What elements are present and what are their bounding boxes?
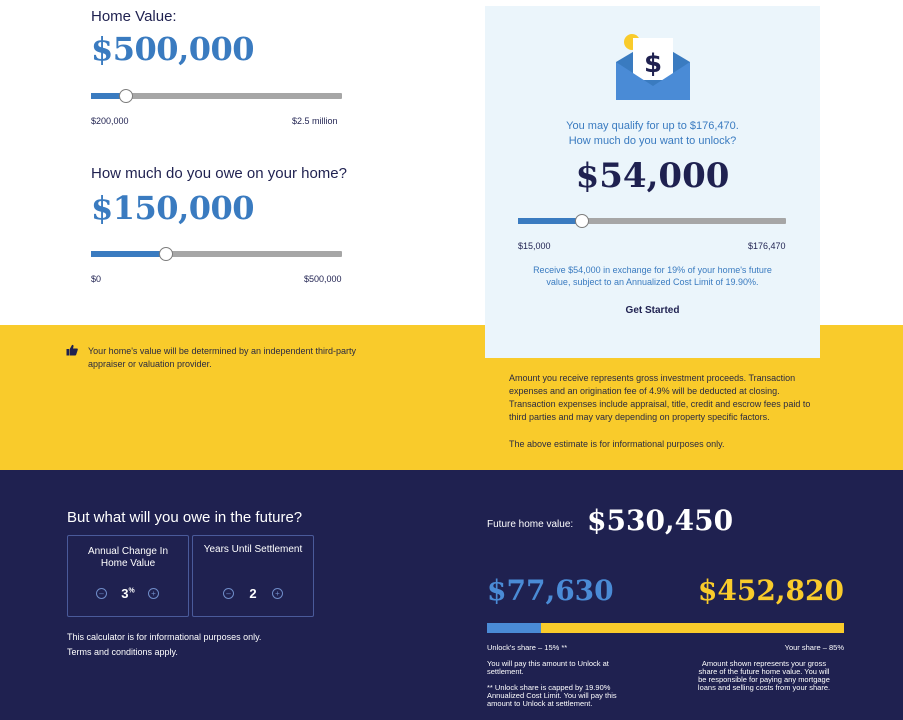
unlock-share-amount: $77,630 [487,574,614,607]
gross-line: Transaction expenses include appraisal, … [509,399,811,409]
terms-note: Terms and conditions apply. [67,647,178,657]
your-note-line: Amount shown represents your gross [701,659,827,668]
get-started-button[interactable]: Get Started [625,305,680,316]
exchange-note: Receive $54,000 in exchange for 19% of y… [485,264,820,288]
gross-line: Amount you receive represents gross inve… [509,373,796,383]
slider-thumb[interactable] [159,247,173,261]
qualify-text: You may qualify for up to $176,470. How … [485,119,820,149]
unlock-share-fill [487,623,541,633]
owe-min-label: $0 [91,274,102,284]
unlock-note: You will pay this amount to Unlock at se… [487,660,609,676]
cap-note-line: amount to Unlock at settlement. [487,699,593,708]
years-label: Years Until Settlement [203,544,303,555]
your-note-line: be responsible for paying any mortgage [698,675,830,684]
future-home-value-label: Future home value: [487,519,574,530]
unlock-amount: $54,000 [575,156,730,196]
share-bar [487,623,844,633]
home-value-max-label: $2.5 million [292,116,338,126]
calculator-note: This calculator is for informational pur… [67,632,262,642]
slider-fill [91,93,126,99]
unlock-card: $ You may qualify for up to $176,470. Ho… [485,6,820,358]
cap-note: ** Unlock share is capped by 19.90% Annu… [487,684,617,708]
your-share-amount: $452,820 [697,574,844,607]
appraisal-line: Your home's value will be determined by … [88,346,357,356]
unlock-share-label: Unlock's share – 15% ** [487,643,568,652]
annual-change-unit: % [128,587,135,595]
home-value-min-label: $200,000 [91,116,129,126]
qualify-line: You may qualify for up to $176,470. [566,120,739,132]
decrement-button[interactable]: – [96,588,107,599]
qualify-line: How much do you want to unlock? [568,135,737,147]
envelope-dollar-icon: $ [616,34,690,100]
years-box: Years Until Settlement – 2 + [192,535,314,617]
home-value-label: Home Value: [91,8,177,25]
annual-change-number: 3 [121,586,129,601]
future-section: But what will you owe in the future? Ann… [0,470,903,720]
owe-amount: $150,000 [91,189,255,227]
increment-button[interactable]: + [148,588,159,599]
years-stepper: – 2 + [193,586,313,602]
unlock-note-line: settlement. [487,667,524,676]
your-share-note: Amount shown represents your gross share… [684,660,844,692]
unlock-max-label: $176,470 [748,241,786,251]
decrement-button[interactable]: – [223,588,234,599]
slider-fill [91,251,166,257]
slider-thumb[interactable] [575,214,589,228]
years-value: 2 [249,586,257,601]
your-share-label: Your share – 85% [784,643,844,652]
annual-change-label-line: Home Value [100,558,156,569]
cap-note-line: Annualized Cost Limit. You will pay this [487,691,617,700]
annual-change-label-line: Annual Change In [87,546,169,557]
estimate-note: The above estimate is for informational … [509,439,725,449]
exchange-note-line: Receive $54,000 in exchange for 19% of y… [533,265,772,275]
gross-line: third parties and may vary depending on … [509,412,770,422]
your-note-line: share of the future home value. You will [698,667,830,676]
appraisal-line: appraiser or valuation provider. [88,359,212,369]
unlock-min-label: $15,000 [518,241,551,251]
svg-text:$: $ [644,49,662,79]
annual-change-stepper: – 3% + [68,586,188,602]
home-value-amount: $500,000 [91,30,255,68]
owe-slider[interactable] [91,247,342,261]
appraisal-disclaimer: Your home's value will be determined by … [88,345,356,371]
annual-change-label: Annual Change In Home Value [68,546,188,570]
gross-proceeds-disclaimer: Amount you receive represents gross inve… [509,372,859,451]
thumbs-up-icon [66,344,78,356]
exchange-note-line: value, subject to an Annualized Cost Lim… [546,277,759,287]
owe-max-label: $500,000 [304,274,342,284]
future-home-value: $530,450 [587,504,734,537]
unlock-amount-slider[interactable] [518,214,786,228]
increment-button[interactable]: + [272,588,283,599]
owe-label: How much do you owe on your home? [91,165,347,182]
gross-line: expenses and an origination fee of 4.9% … [509,386,780,396]
annual-change-box: Annual Change In Home Value – 3% + [67,535,189,617]
slider-fill [518,218,582,224]
slider-thumb[interactable] [119,89,133,103]
annual-change-value: 3% [68,586,188,601]
your-note-line: loans and selling costs from your share. [697,683,831,692]
unlock-note-line: You will pay this amount to Unlock at [487,659,609,668]
home-value-slider[interactable] [91,89,342,103]
future-title: But what will you owe in the future? [67,509,303,526]
cap-note-line: ** Unlock share is capped by 19.90% [487,683,611,692]
